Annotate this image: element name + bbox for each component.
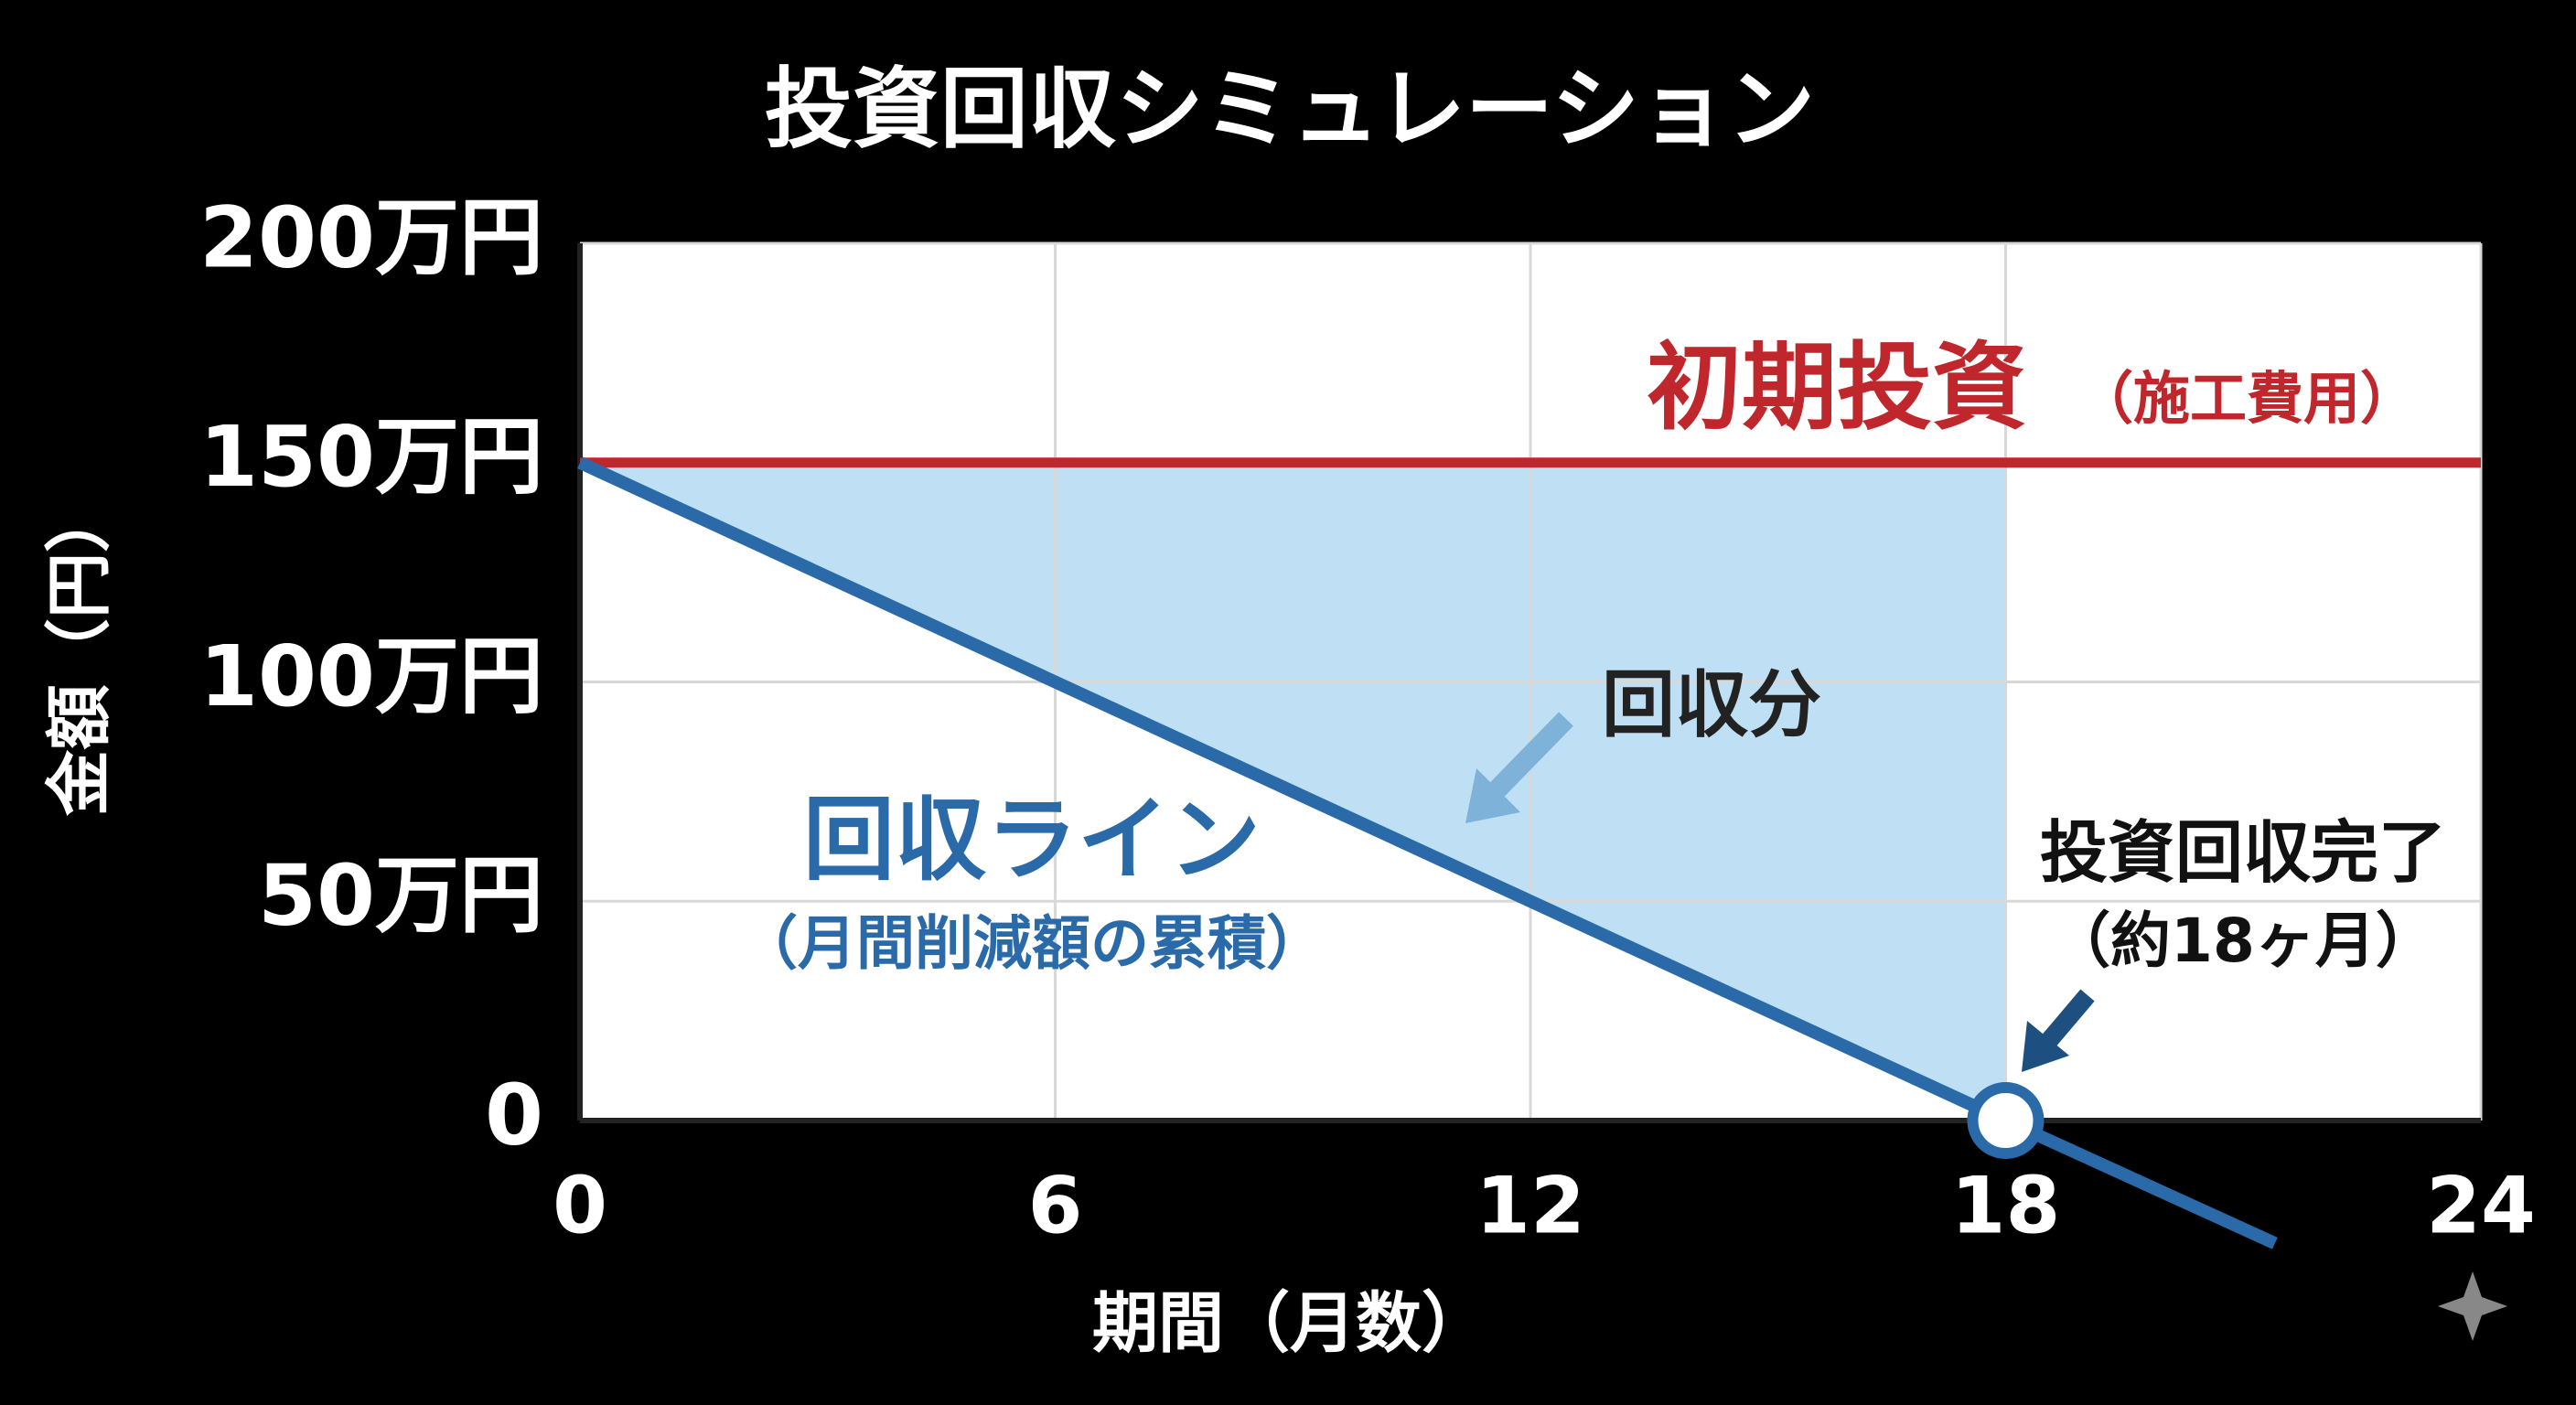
y-tick-label: 50万円 <box>258 847 543 945</box>
annotation-arrowhead <box>2022 1021 2069 1072</box>
series-label: 初期投資 <box>1647 331 2027 443</box>
annotation-arrowhead <box>1465 768 1520 823</box>
x-axis-label: 期間（月数） <box>1092 1285 1487 1362</box>
y-tick-label: 200万円 <box>199 188 543 286</box>
y-tick-label: 150万円 <box>199 408 543 506</box>
y-tick-label: 0 <box>485 1066 543 1164</box>
series-note: （月間削減額の累積） <box>739 911 1325 979</box>
series-label: 回収ライン <box>803 786 1261 893</box>
payback-point <box>1967 1082 2045 1159</box>
x-tick-label: 12 <box>1476 1160 1585 1251</box>
annotation-arrow <box>1486 712 1573 801</box>
x-tick-label: 6 <box>1028 1160 1083 1251</box>
y-axis-label: 金額（円） <box>41 487 118 817</box>
x-tick-label: 0 <box>553 1160 607 1251</box>
annotation-arrow <box>2040 989 2095 1049</box>
annotation: 投資回収完了 <box>2040 814 2446 893</box>
sparkle-icon <box>2438 1271 2507 1341</box>
x-tick-label: 24 <box>2426 1160 2536 1251</box>
plot-area: 0 50万円 100万円 150万円 200万円 0 6 12 18 24 初期投資 （施工費用） 回収… <box>199 188 2536 1251</box>
y-tick-label: 100万円 <box>199 627 543 725</box>
chart-title: 投資回収シミュレーション <box>765 58 1815 160</box>
annotation: 回収分 <box>1602 662 1821 747</box>
annotation-note: （約18ヶ月） <box>2050 906 2436 976</box>
series-note: （施工費用） <box>2077 365 2417 432</box>
x-tick-label: 18 <box>1951 1160 2061 1251</box>
